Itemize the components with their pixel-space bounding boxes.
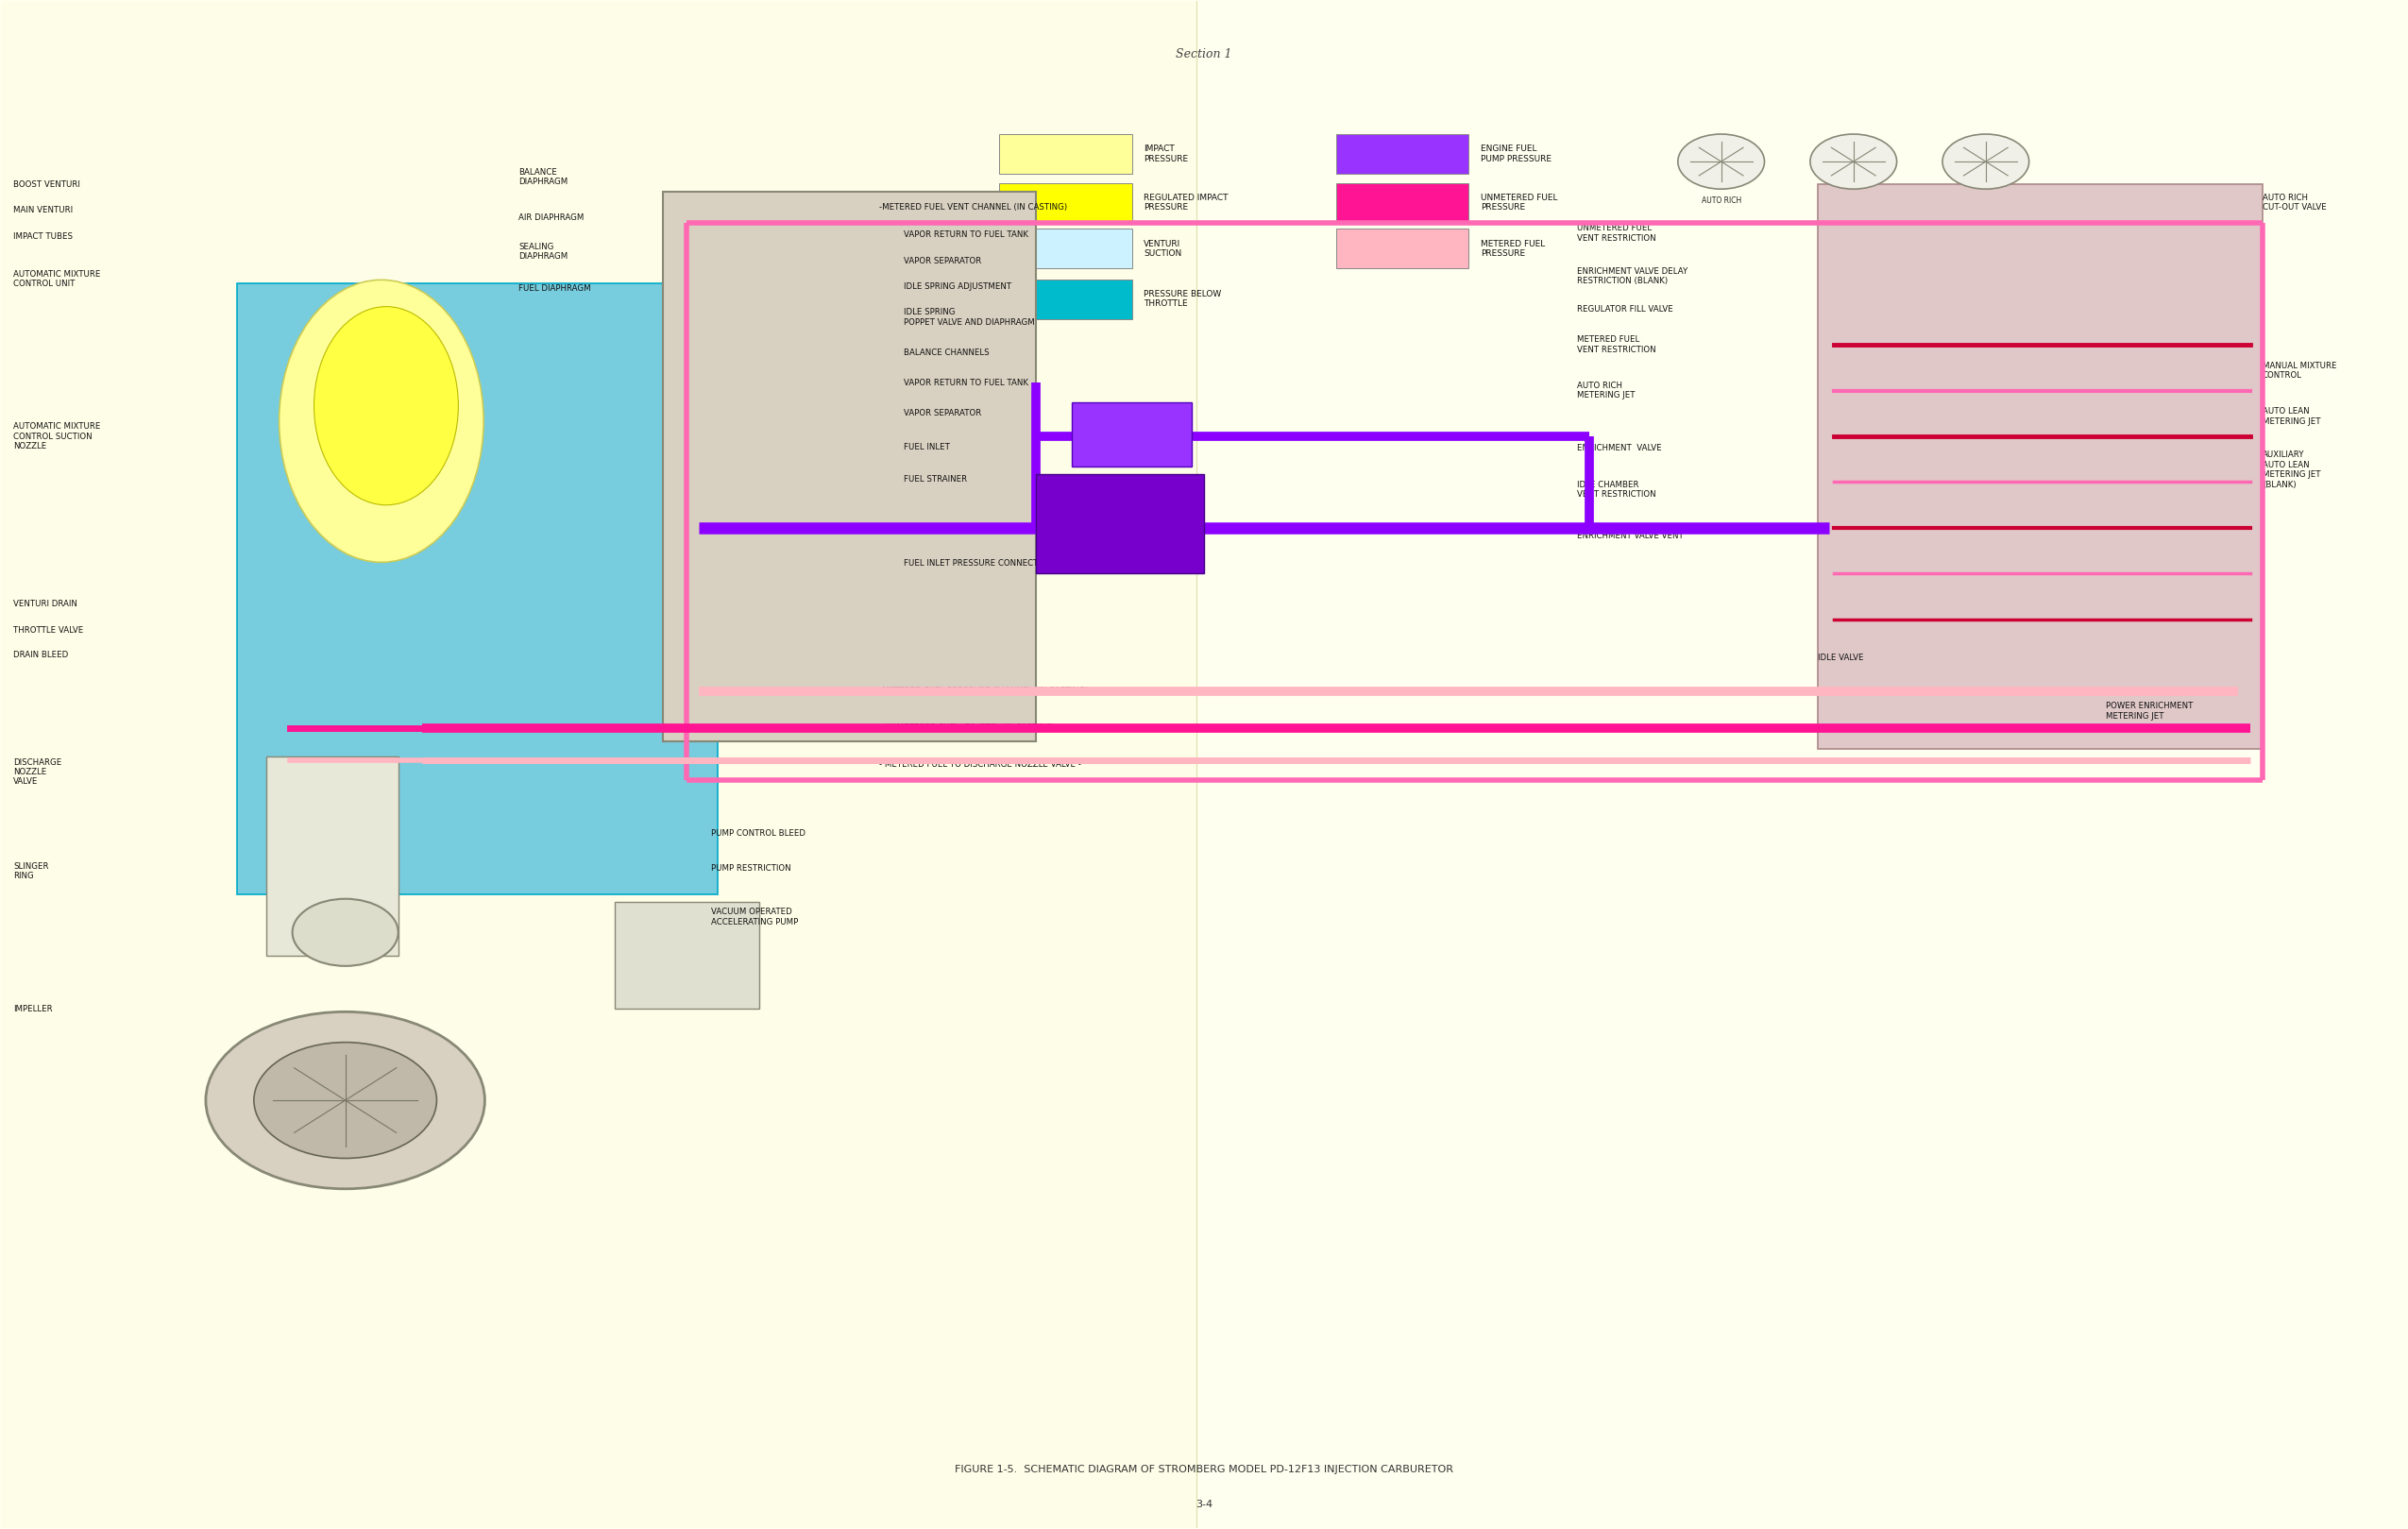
Text: SLINGER
RING: SLINGER RING	[14, 862, 48, 881]
Text: FUEL INLET PRESSURE CONNECTION: FUEL INLET PRESSURE CONNECTION	[903, 558, 1052, 567]
FancyBboxPatch shape	[999, 135, 1132, 174]
Text: VAPOR RETURN TO FUEL TANK: VAPOR RETURN TO FUEL TANK	[903, 231, 1028, 239]
Text: THROTTLE VALVE: THROTTLE VALVE	[14, 625, 84, 635]
Text: -METERED FUEL PRESSURE CHANNEL (IN CASTING): -METERED FUEL PRESSURE CHANNEL (IN CASTI…	[879, 687, 1088, 696]
FancyBboxPatch shape	[614, 902, 759, 1009]
FancyBboxPatch shape	[999, 280, 1132, 320]
Circle shape	[1811, 135, 1898, 190]
Text: FUEL DIAPHRAGM: FUEL DIAPHRAGM	[518, 284, 590, 292]
Circle shape	[1943, 135, 2030, 190]
Bar	[2, 2, 1197, 1527]
Text: AUTO RICH
CUT-OUT VALVE: AUTO RICH CUT-OUT VALVE	[2264, 194, 2326, 213]
Text: IMPACT
PRESSURE: IMPACT PRESSURE	[1144, 145, 1190, 164]
Text: IDLE SPRING ADJUSTMENT: IDLE SPRING ADJUSTMENT	[903, 283, 1011, 291]
Circle shape	[1678, 135, 1765, 190]
Text: VACUUM OPERATED
ACCELERATING PUMP: VACUUM OPERATED ACCELERATING PUMP	[710, 908, 797, 927]
Text: IDLE SPRING
POPPET VALVE AND DIAPHRAGM: IDLE SPRING POPPET VALVE AND DIAPHRAGM	[903, 309, 1035, 326]
Text: REGULATOR FILL VALVE: REGULATOR FILL VALVE	[1577, 306, 1674, 313]
Text: PUMP RESTRICTION: PUMP RESTRICTION	[710, 864, 790, 873]
Text: FUEL STRAINER: FUEL STRAINER	[903, 476, 966, 483]
FancyBboxPatch shape	[1336, 229, 1469, 269]
Text: ENRICHMENT VALVE DELAY
RESTRICTION (BLANK): ENRICHMENT VALVE DELAY RESTRICTION (BLAN…	[1577, 268, 1688, 286]
Ellipse shape	[313, 307, 458, 505]
Text: AUTOMATIC MIXTURE
CONTROL SUCTION
NOZZLE: AUTOMATIC MIXTURE CONTROL SUCTION NOZZLE	[14, 422, 101, 451]
Text: IDLE CHAMBER
VENT RESTRICTION: IDLE CHAMBER VENT RESTRICTION	[1577, 480, 1657, 498]
Text: AUTO RICH
METERING JET: AUTO RICH METERING JET	[1577, 381, 1635, 399]
FancyBboxPatch shape	[999, 183, 1132, 223]
Text: BOOST VENTURI: BOOST VENTURI	[14, 180, 79, 188]
FancyBboxPatch shape	[1035, 474, 1204, 573]
Text: INTAKE
AIR: INTAKE AIR	[347, 355, 388, 375]
FancyBboxPatch shape	[662, 193, 1035, 742]
Text: AUTO LEAN: AUTO LEAN	[1832, 197, 1873, 205]
FancyBboxPatch shape	[265, 757, 397, 956]
Text: UNMETERED FUEL
PRESSURE: UNMETERED FUEL PRESSURE	[1481, 194, 1558, 213]
Circle shape	[205, 1012, 484, 1190]
Text: DISCHARGE
NOZZLE
VALVE: DISCHARGE NOZZLE VALVE	[14, 758, 63, 786]
Text: REGULATED IMPACT
PRESSURE: REGULATED IMPACT PRESSURE	[1144, 194, 1228, 213]
Text: PRESSURE BELOW
THROTTLE: PRESSURE BELOW THROTTLE	[1144, 291, 1221, 309]
Text: IDLE VALVE: IDLE VALVE	[1818, 653, 1864, 662]
FancyBboxPatch shape	[1336, 183, 1469, 223]
Text: IMPACT TUBES: IMPACT TUBES	[14, 232, 72, 240]
Text: IMPELLER: IMPELLER	[14, 1005, 53, 1014]
FancyBboxPatch shape	[236, 284, 718, 894]
Text: BALANCE CHANNELS: BALANCE CHANNELS	[903, 349, 990, 356]
FancyBboxPatch shape	[999, 229, 1132, 269]
Text: BALANCE
DIAPHRAGM: BALANCE DIAPHRAGM	[518, 168, 568, 187]
Text: AUTO LEAN
METERING JET: AUTO LEAN METERING JET	[2264, 407, 2321, 425]
Text: UNMETERED FUEL
VENT RESTRICTION: UNMETERED FUEL VENT RESTRICTION	[1577, 225, 1657, 243]
FancyBboxPatch shape	[1336, 135, 1469, 174]
Text: METERED FUEL
VENT RESTRICTION: METERED FUEL VENT RESTRICTION	[1577, 335, 1657, 353]
Text: VENTURI DRAIN: VENTURI DRAIN	[14, 599, 77, 609]
Text: MANUAL MIXTURE
CONTROL: MANUAL MIXTURE CONTROL	[2264, 361, 2336, 379]
Circle shape	[291, 899, 397, 966]
Text: ENGINE FUEL
PUMP PRESSURE: ENGINE FUEL PUMP PRESSURE	[1481, 145, 1551, 164]
Text: ENRICHMENT VALVE VENT: ENRICHMENT VALVE VENT	[1577, 531, 1683, 540]
Text: - METERED FUEL TO DISCHARGE NOZZLE VALVE -: - METERED FUEL TO DISCHARGE NOZZLE VALVE…	[879, 760, 1081, 769]
FancyBboxPatch shape	[1818, 185, 2264, 749]
Text: - UNMETERED FUEL  TO JETS  (IN CASTING): - UNMETERED FUEL TO JETS (IN CASTING)	[879, 723, 1055, 732]
Text: VAPOR RETURN TO FUEL TANK: VAPOR RETURN TO FUEL TANK	[903, 379, 1028, 387]
Text: MAIN VENTURI: MAIN VENTURI	[14, 206, 72, 214]
Text: VENTURI
SUCTION: VENTURI SUCTION	[1144, 240, 1182, 258]
Text: AUXILIARY
AUTO LEAN
METERING JET
(BLANK): AUXILIARY AUTO LEAN METERING JET (BLANK)	[2264, 451, 2321, 489]
Text: AUTO RICH: AUTO RICH	[1700, 197, 1741, 205]
Text: METERED FUEL
PRESSURE: METERED FUEL PRESSURE	[1481, 240, 1546, 258]
Text: PUMP CONTROL BLEED: PUMP CONTROL BLEED	[710, 829, 804, 838]
Ellipse shape	[279, 280, 484, 563]
Text: FUEL INLET: FUEL INLET	[903, 443, 949, 451]
Text: VAPOR SEPARATOR: VAPOR SEPARATOR	[903, 257, 980, 265]
Text: AIR DIAPHRAGM: AIR DIAPHRAGM	[518, 214, 585, 222]
Text: 3-4: 3-4	[1194, 1500, 1214, 1509]
Text: POWER ENRICHMENT
METERING JET: POWER ENRICHMENT METERING JET	[2107, 702, 2194, 720]
Text: VAPOR SEPARATOR: VAPOR SEPARATOR	[903, 410, 980, 417]
Circle shape	[253, 1043, 436, 1159]
Text: FIGURE 1-5.  SCHEMATIC DIAGRAM OF STROMBERG MODEL PD-12F13 INJECTION CARBURETOR: FIGURE 1-5. SCHEMATIC DIAGRAM OF STROMBE…	[954, 1465, 1454, 1474]
Text: AUTOMATIC MIXTURE
CONTROL UNIT: AUTOMATIC MIXTURE CONTROL UNIT	[14, 271, 101, 289]
Text: Section 1: Section 1	[1175, 49, 1233, 61]
Text: ENRICHMENT  VALVE: ENRICHMENT VALVE	[1577, 445, 1662, 453]
Text: DRAIN BLEED: DRAIN BLEED	[14, 650, 67, 659]
Text: -METERED FUEL VENT CHANNEL (IN CASTING): -METERED FUEL VENT CHANNEL (IN CASTING)	[879, 203, 1067, 211]
FancyBboxPatch shape	[1072, 402, 1192, 466]
Text: SEALING
DIAPHRAGM: SEALING DIAPHRAGM	[518, 243, 568, 261]
Text: IDLE CUT-OFF: IDLE CUT-OFF	[1960, 197, 2011, 205]
